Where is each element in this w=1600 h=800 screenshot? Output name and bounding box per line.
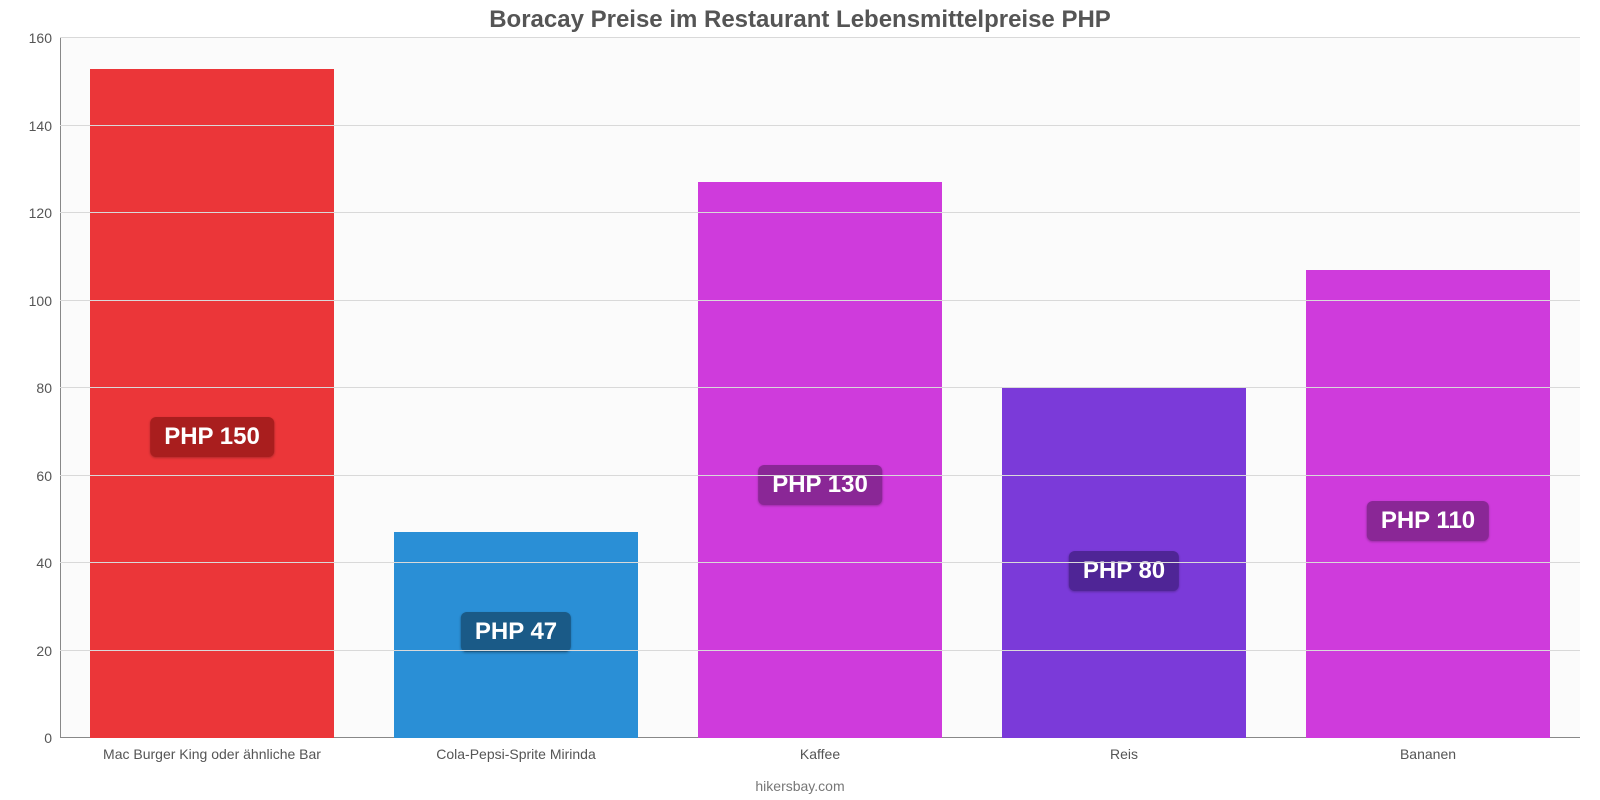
- bars-container: PHP 150Mac Burger King oder ähnliche Bar…: [60, 38, 1580, 738]
- bar-value-label: PHP 47: [461, 612, 571, 652]
- gridline: [60, 37, 1580, 38]
- bar-slot: PHP 80Reis: [972, 38, 1276, 738]
- price-bar-chart: Boracay Preise im Restaurant Lebensmitte…: [0, 0, 1600, 800]
- y-tick-label: 60: [36, 468, 52, 484]
- gridline: [60, 562, 1580, 563]
- gridline: [60, 475, 1580, 476]
- bar-slot: PHP 47Cola-Pepsi-Sprite Mirinda: [364, 38, 668, 738]
- bar-value-label: PHP 130: [758, 465, 882, 505]
- y-tick-label: 140: [29, 118, 52, 134]
- gridline: [60, 650, 1580, 651]
- x-tick-label: Bananen: [1400, 746, 1456, 762]
- bar: PHP 80: [1002, 388, 1245, 738]
- chart-footer: hikersbay.com: [0, 778, 1600, 794]
- gridline: [60, 387, 1580, 388]
- bar: PHP 110: [1306, 270, 1549, 738]
- gridline: [60, 300, 1580, 301]
- x-tick-label: Kaffee: [800, 746, 840, 762]
- x-tick-label: Reis: [1110, 746, 1138, 762]
- chart-title: Boracay Preise im Restaurant Lebensmitte…: [0, 6, 1600, 34]
- bar: PHP 130: [698, 182, 941, 738]
- bar-slot: PHP 110Bananen: [1276, 38, 1580, 738]
- x-tick-label: Cola-Pepsi-Sprite Mirinda: [436, 746, 596, 762]
- plot-area: PHP 150Mac Burger King oder ähnliche Bar…: [60, 38, 1580, 738]
- bar-value-label: PHP 110: [1367, 501, 1489, 541]
- y-tick-label: 80: [36, 380, 52, 396]
- y-tick-label: 160: [29, 30, 52, 46]
- y-tick-label: 100: [29, 293, 52, 309]
- gridline: [60, 212, 1580, 213]
- y-tick-label: 0: [44, 730, 52, 746]
- bar: PHP 150: [90, 69, 333, 738]
- y-tick-label: 40: [36, 555, 52, 571]
- bar-value-label: PHP 80: [1069, 551, 1179, 591]
- y-tick-label: 120: [29, 205, 52, 221]
- bar: PHP 47: [394, 532, 637, 738]
- x-tick-label: Mac Burger King oder ähnliche Bar: [103, 746, 321, 762]
- bar-slot: PHP 130Kaffee: [668, 38, 972, 738]
- bar-slot: PHP 150Mac Burger King oder ähnliche Bar: [60, 38, 364, 738]
- bar-value-label: PHP 150: [150, 417, 274, 457]
- gridline: [60, 125, 1580, 126]
- y-tick-label: 20: [36, 643, 52, 659]
